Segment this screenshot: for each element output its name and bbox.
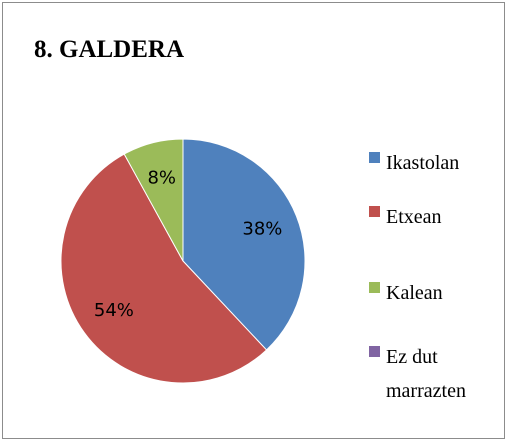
chart-title: 8. GALDERA	[34, 36, 185, 63]
legend-label: Etxean	[386, 206, 442, 228]
legend-swatch	[369, 282, 380, 293]
legend-label: Kalean	[386, 282, 443, 304]
pie-slice	[123, 138, 184, 262]
pie-slice	[60, 153, 268, 384]
chart-frame	[2, 2, 505, 439]
legend-swatch	[369, 152, 380, 163]
legend-item: Etxean	[369, 200, 494, 234]
legend-label: Ikastolan	[386, 152, 460, 174]
legend-swatch	[369, 206, 380, 217]
data-label: 38%	[242, 219, 282, 240]
data-label: 54%	[94, 300, 134, 321]
legend-label: Ez dut marrazten	[386, 346, 466, 402]
legend-swatch	[369, 346, 380, 357]
legend-item: Ez dut marrazten	[369, 340, 494, 408]
legend-item: Ikastolan	[369, 146, 494, 180]
data-label: 8%	[147, 167, 176, 188]
legend-item: Kalean	[369, 276, 494, 310]
pie-slice	[182, 138, 306, 351]
